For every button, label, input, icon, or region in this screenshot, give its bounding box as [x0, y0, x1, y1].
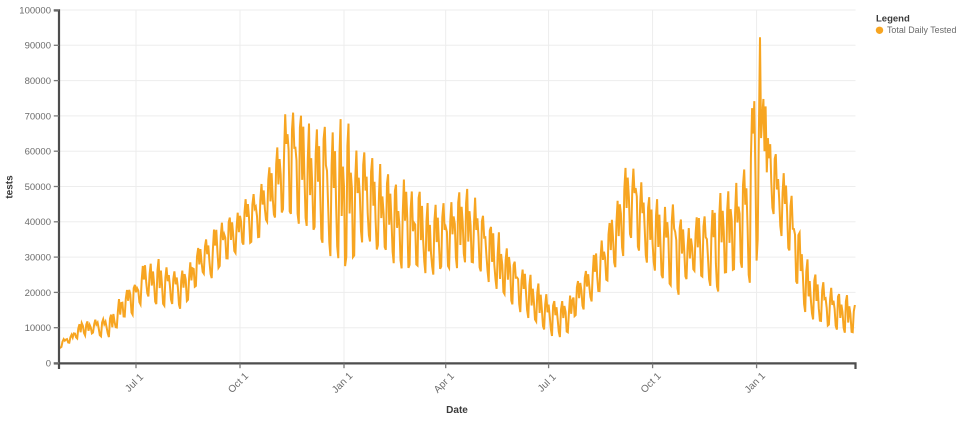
- svg-text:Date: Date: [446, 405, 468, 416]
- svg-text:20000: 20000: [25, 288, 51, 299]
- svg-text:60000: 60000: [25, 147, 51, 158]
- svg-text:40000: 40000: [25, 217, 51, 228]
- svg-text:30000: 30000: [25, 253, 51, 264]
- svg-text:80000: 80000: [25, 76, 51, 87]
- svg-text:tests: tests: [5, 175, 16, 199]
- svg-text:50000: 50000: [25, 182, 51, 193]
- svg-text:100000: 100000: [19, 5, 51, 16]
- svg-text:90000: 90000: [25, 41, 51, 52]
- svg-text:10000: 10000: [25, 323, 51, 334]
- svg-text:70000: 70000: [25, 111, 51, 122]
- svg-text:Total Daily Tested: Total Daily Tested: [887, 25, 956, 35]
- svg-text:0: 0: [46, 358, 51, 369]
- svg-text:Legend: Legend: [876, 13, 910, 24]
